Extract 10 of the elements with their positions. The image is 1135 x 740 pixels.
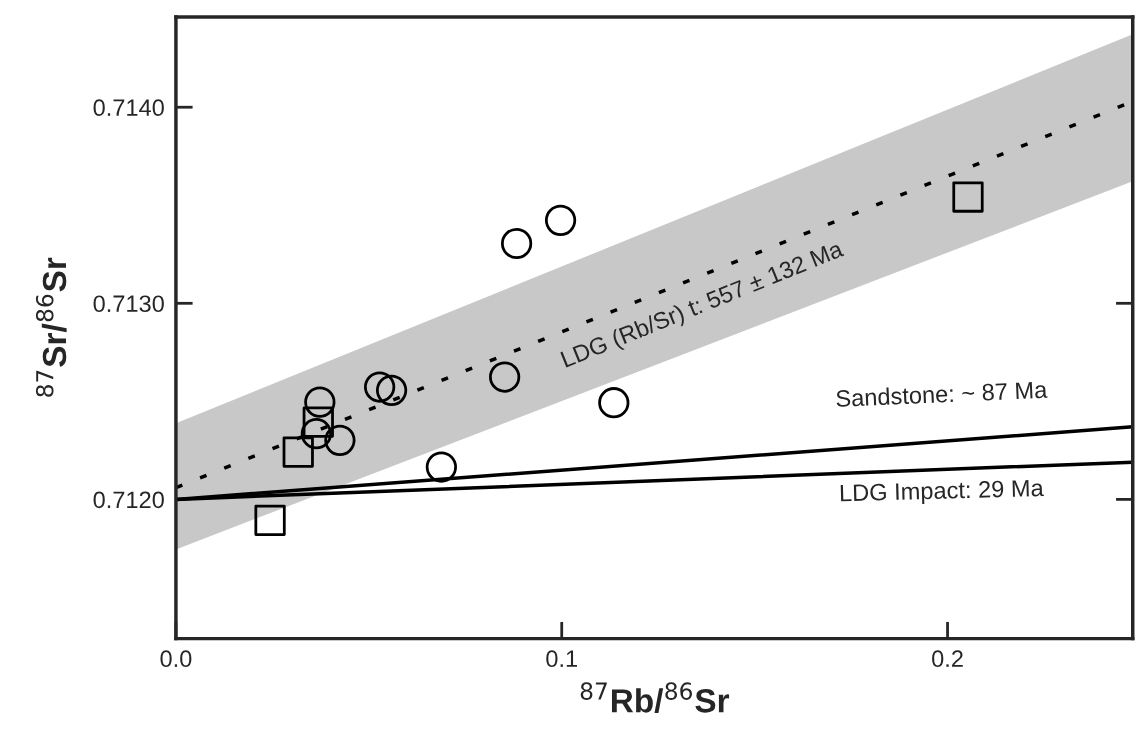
y-axis-title: $^{87}$Sr/$^{86}$Sr — [35, 257, 67, 397]
y-tick-label: 0.7140 — [93, 99, 164, 117]
annotation: LDG Impact: 29 Ma — [840, 479, 1044, 507]
x-tick-label: 0.0 — [160, 650, 192, 668]
y-tick-label: 0.7120 — [93, 491, 164, 509]
y-tick-label: 0.7130 — [93, 295, 164, 313]
x-tick-label: 0.2 — [932, 650, 963, 668]
annotation: Sandstone: ~ 87 Ma — [836, 380, 1048, 408]
x-tick-label: 0.1 — [546, 650, 577, 668]
x-axis-title: $^{87}$Rb/$^{86}$Sr — [580, 682, 730, 713]
